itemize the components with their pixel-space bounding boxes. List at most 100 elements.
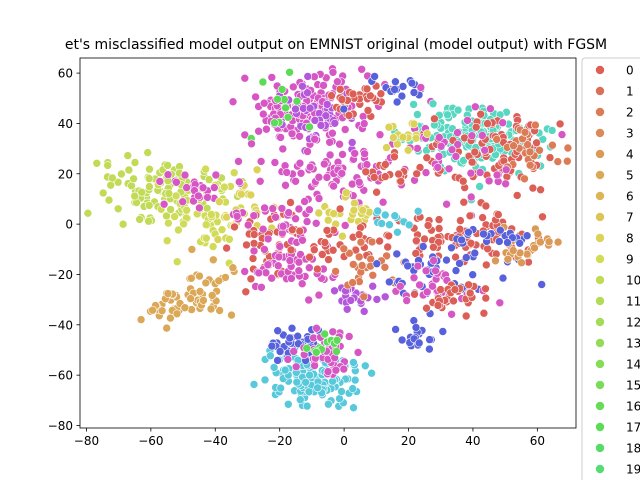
scatter-point	[199, 296, 208, 305]
scatter-point	[467, 131, 477, 140]
scatter-point	[458, 176, 468, 186]
scatter-point	[323, 367, 333, 376]
scatter-point	[267, 341, 277, 351]
scatter-point	[327, 91, 336, 100]
scatter-point	[463, 116, 472, 125]
scatter-point	[248, 254, 258, 263]
scatter-point	[163, 161, 172, 170]
scatter-point	[258, 224, 268, 234]
scatter-point	[124, 165, 134, 175]
scatter-point	[503, 254, 513, 264]
legend-marker	[595, 422, 605, 432]
scatter-point	[305, 370, 314, 380]
scatter-point	[332, 347, 341, 356]
scatter-point	[434, 152, 444, 161]
scatter-point	[421, 266, 431, 276]
scatter-point	[302, 217, 312, 226]
scatter-point	[144, 201, 154, 210]
scatter-point	[479, 308, 489, 318]
scatter-point	[310, 116, 320, 125]
scatter-point	[186, 294, 195, 303]
scatter-point	[166, 205, 175, 214]
scatter-point	[330, 119, 340, 128]
scatter-point	[442, 255, 451, 265]
scatter-point	[268, 204, 278, 213]
scatter-point	[214, 276, 224, 286]
scatter-point	[305, 162, 315, 172]
scatter-point	[206, 304, 216, 314]
scatter-point	[277, 204, 287, 213]
scatter-point	[285, 256, 295, 265]
scatter-point	[369, 173, 379, 182]
scatter-point	[286, 198, 295, 207]
scatter-point	[254, 268, 264, 278]
scatter-point	[431, 266, 440, 276]
scatter-point	[562, 156, 572, 166]
scatter-point	[449, 296, 458, 306]
scatter-point	[363, 106, 373, 115]
scatter-point	[447, 243, 456, 253]
scatter-point	[118, 219, 128, 229]
y-tick-label: −60	[48, 369, 73, 383]
scatter-point	[187, 245, 197, 254]
scatter-point	[159, 199, 169, 209]
scatter-point	[382, 143, 391, 152]
scatter-point	[313, 383, 322, 393]
scatter-point	[464, 280, 473, 290]
scatter-point	[353, 348, 363, 357]
scatter-point	[320, 238, 330, 247]
scatter-point	[312, 323, 321, 333]
scatter-point	[260, 245, 269, 254]
scatter-point	[144, 216, 153, 226]
scatter-point	[466, 192, 476, 202]
scatter-point	[483, 119, 492, 128]
scatter-point	[323, 215, 333, 225]
scatter-point	[246, 190, 256, 200]
scatter-point	[385, 220, 394, 229]
scatter-point	[481, 284, 490, 294]
scatter-point	[522, 249, 532, 259]
scatter-point	[451, 266, 461, 275]
scatter-point	[468, 270, 478, 280]
scatter-point	[361, 167, 371, 177]
scatter-point	[535, 146, 544, 155]
scatter-point	[380, 292, 390, 302]
scatter-point	[227, 310, 236, 320]
scatter-point	[415, 280, 424, 290]
scatter-point	[392, 97, 402, 107]
scatter-point	[433, 301, 443, 310]
scatter-point	[403, 146, 413, 155]
scatter-point	[182, 183, 191, 192]
scatter-point	[305, 103, 315, 113]
scatter-point	[390, 152, 399, 162]
scatter-point	[421, 168, 431, 177]
scatter-point	[328, 245, 338, 255]
legend-marker	[595, 149, 605, 159]
scatter-point	[362, 160, 372, 169]
scatter-point	[492, 135, 502, 144]
legend-marker	[595, 464, 605, 474]
scatter-point	[522, 231, 532, 240]
scatter-point	[341, 188, 351, 197]
scatter-point	[538, 212, 547, 222]
scatter-point	[145, 182, 154, 191]
scatter-point	[113, 177, 123, 187]
x-axis: −80 −60 −40 −20 0 20 40 60	[74, 428, 545, 448]
scatter-point	[393, 139, 402, 149]
scatter-point	[83, 208, 93, 218]
scatter-point	[258, 109, 268, 119]
scatter-point	[403, 261, 413, 271]
scatter-point	[240, 267, 249, 276]
scatter-point	[532, 138, 541, 148]
scatter-point	[295, 226, 305, 236]
legend-label: 3	[626, 127, 634, 141]
scatter-point	[266, 351, 275, 361]
legend-label: 7	[626, 211, 634, 225]
scatter-point	[383, 242, 393, 252]
scatter-point	[260, 375, 270, 385]
legend-label: 11	[626, 295, 640, 309]
scatter-point	[375, 236, 384, 246]
scatter-point	[240, 130, 250, 140]
legend-label: 8	[626, 232, 634, 246]
